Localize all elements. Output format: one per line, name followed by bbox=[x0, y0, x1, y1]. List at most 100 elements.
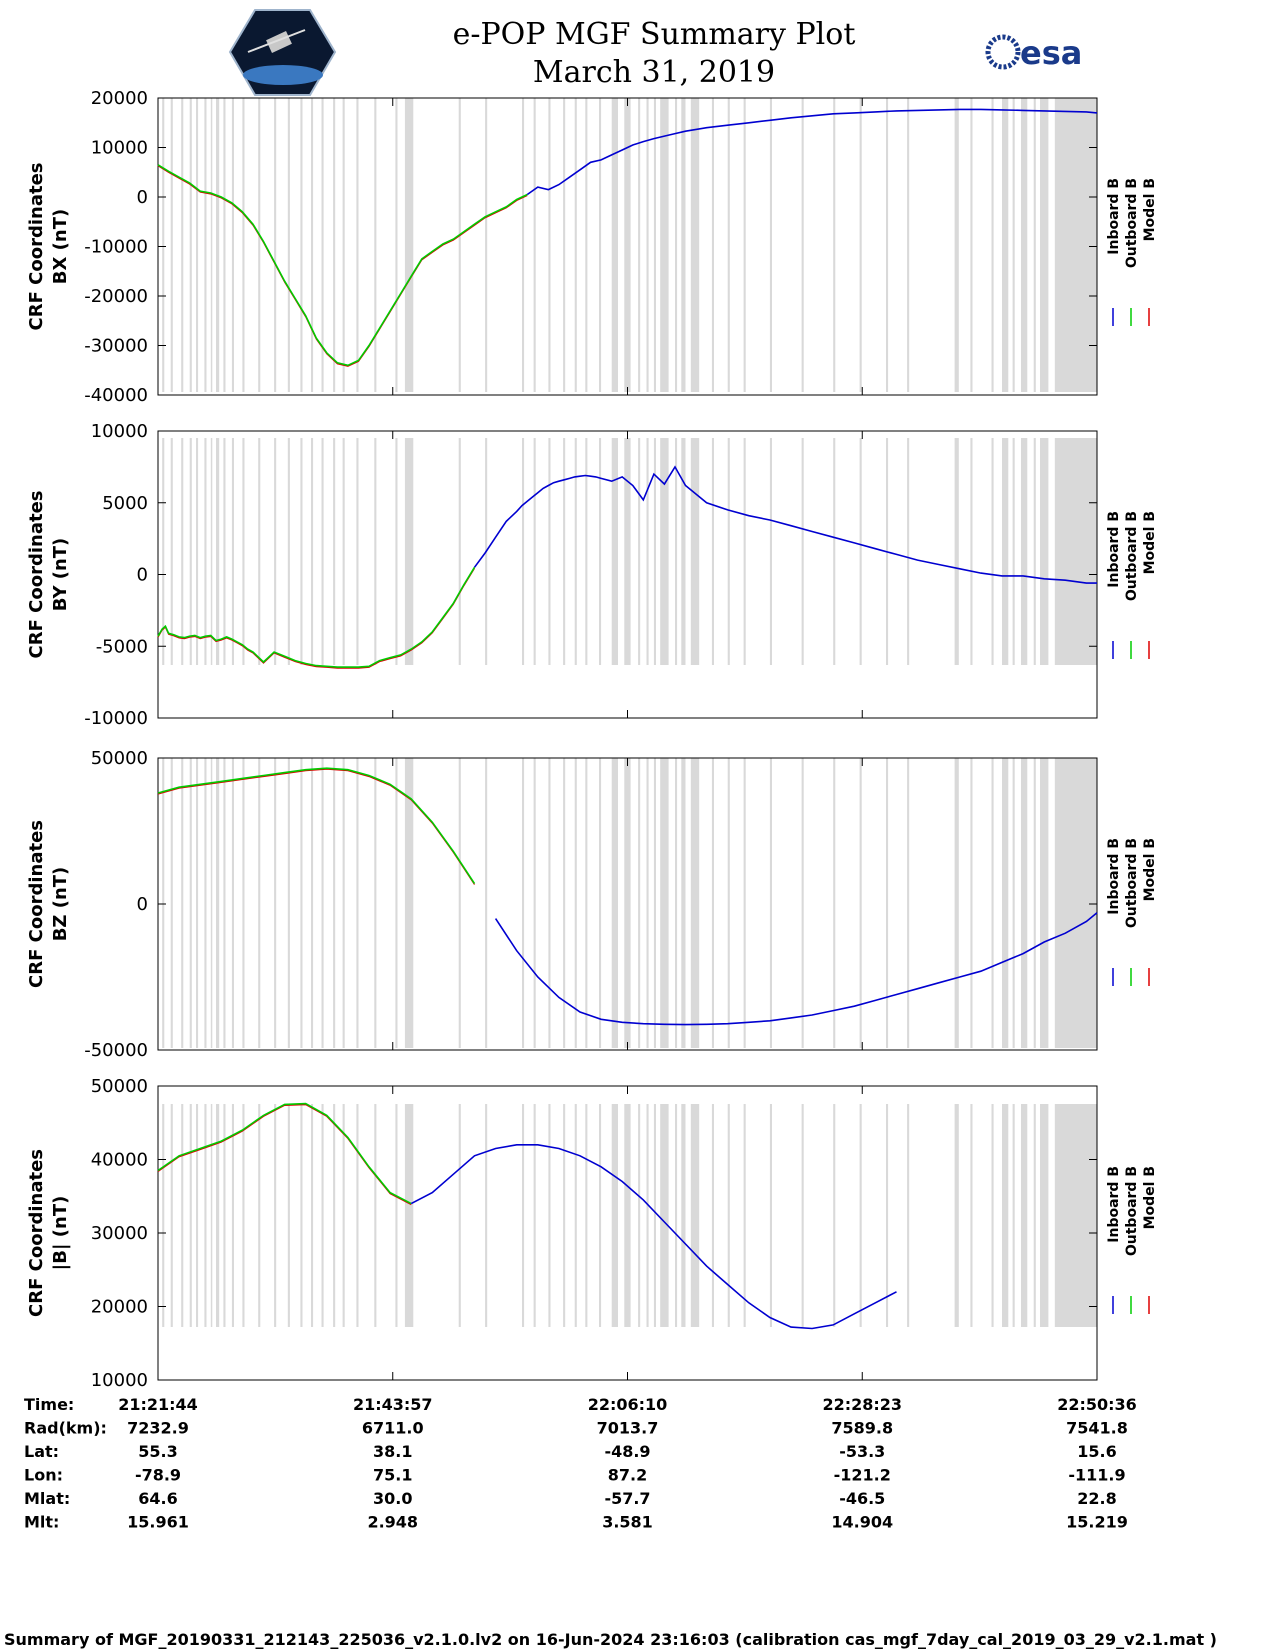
table-row: Time: 21:21:44 21:43:57 22:06:10 22:28:23 22:… bbox=[24, 1395, 1137, 1414]
gap-band bbox=[1040, 758, 1049, 1048]
legend-label-model: Model B bbox=[1142, 178, 1158, 241]
y-tick-label: 10000 bbox=[91, 1370, 148, 1391]
gap-band bbox=[287, 758, 290, 1048]
gap-band bbox=[374, 758, 377, 1048]
gap-band bbox=[533, 438, 536, 665]
gap-band bbox=[356, 758, 359, 1048]
y-tick-label: -10000 bbox=[84, 237, 148, 258]
gap-band bbox=[970, 1104, 973, 1327]
gap-band bbox=[287, 98, 290, 392]
gap-band bbox=[170, 758, 173, 1048]
gap-band bbox=[727, 438, 730, 665]
gap-band bbox=[675, 98, 678, 392]
gap-band bbox=[223, 1104, 226, 1327]
gap-band bbox=[342, 1104, 345, 1327]
table-cell: -57.7 bbox=[604, 1489, 650, 1508]
gap-band bbox=[300, 98, 303, 392]
gap-band bbox=[321, 758, 324, 1048]
gap-band bbox=[204, 758, 207, 1048]
gap-band bbox=[660, 1104, 669, 1327]
y-tick-label: 30000 bbox=[91, 1223, 148, 1244]
legend-label-model: Model B bbox=[1142, 511, 1158, 574]
y-tick-label: -30000 bbox=[84, 336, 148, 357]
gap-band bbox=[675, 758, 678, 1048]
gap-band bbox=[769, 1104, 772, 1327]
gap-band bbox=[801, 438, 804, 665]
series-inboard-b bbox=[494, 912, 1098, 1026]
gap-band bbox=[311, 1104, 314, 1327]
gap-band bbox=[189, 1104, 192, 1327]
gap-band bbox=[991, 98, 994, 392]
gap-band bbox=[690, 98, 700, 392]
table-row: Rad(km): 7232.9 6711.0 7013.7 7589.8 7541.8 bbox=[24, 1419, 1128, 1438]
gap-band bbox=[1002, 98, 1009, 392]
table-cell: 7232.9 bbox=[127, 1419, 189, 1438]
gap-band bbox=[311, 438, 314, 665]
gap-band bbox=[1002, 438, 1009, 665]
table-cell: 22:06:10 bbox=[588, 1395, 668, 1414]
gap-band bbox=[170, 438, 173, 665]
gap-band bbox=[611, 438, 618, 665]
y-tick-label: -40000 bbox=[84, 385, 148, 406]
table-cell: 15.6 bbox=[1077, 1442, 1116, 1461]
gap-band bbox=[991, 438, 994, 665]
cassiope-satellite-logo-icon bbox=[228, 9, 337, 96]
table-cell: 22:28:23 bbox=[822, 1395, 902, 1414]
gap-band bbox=[563, 1104, 566, 1327]
legend-label-model: Model B bbox=[1142, 1166, 1158, 1229]
gap-band bbox=[907, 1104, 910, 1327]
gap-band bbox=[743, 438, 746, 665]
gap-band bbox=[196, 438, 199, 665]
gap-band bbox=[204, 98, 207, 392]
data-gap-shading bbox=[162, 98, 1097, 392]
gap-band bbox=[231, 438, 234, 665]
gap-band bbox=[599, 1104, 602, 1327]
legend-label-outboard: Outboard B bbox=[1124, 1166, 1140, 1256]
table-row-label: Mlt: bbox=[24, 1513, 59, 1532]
table-cell: 15.961 bbox=[127, 1513, 189, 1532]
gap-band bbox=[907, 758, 910, 1048]
panel-4: 10000 20000 30000 40000 50000 CRF Coordinates… bbox=[26, 1076, 1158, 1391]
gap-band bbox=[1002, 1104, 1009, 1327]
gap-band bbox=[970, 758, 973, 1048]
table-row: Lon: -78.9 75.1 87.2 -121.2 -111.9 bbox=[24, 1466, 1126, 1485]
table-cell: 38.1 bbox=[373, 1442, 412, 1461]
y-tick-label: 5000 bbox=[102, 493, 148, 514]
gap-band bbox=[970, 438, 973, 665]
table-cell: 15.219 bbox=[1066, 1513, 1128, 1532]
gap-band bbox=[954, 1104, 959, 1327]
gap-band bbox=[690, 1104, 700, 1327]
gap-band bbox=[404, 1104, 414, 1327]
gap-band bbox=[242, 438, 245, 665]
gap-band bbox=[485, 1104, 488, 1327]
gap-band bbox=[210, 98, 213, 392]
gap-band bbox=[727, 98, 730, 392]
gap-band bbox=[660, 758, 669, 1048]
gap-band bbox=[638, 98, 641, 392]
gap-band bbox=[1021, 758, 1028, 1048]
gap-band bbox=[458, 438, 461, 665]
y-axis-label-line2: BY (nT) bbox=[50, 538, 71, 612]
gap-band bbox=[342, 98, 345, 392]
gap-band bbox=[548, 98, 551, 392]
gap-band bbox=[681, 98, 686, 392]
table-cell: 7589.8 bbox=[831, 1419, 893, 1438]
table-cell: -48.9 bbox=[604, 1442, 650, 1461]
gap-band bbox=[675, 438, 678, 665]
gap-band bbox=[585, 438, 588, 665]
y-axis-label-line1: CRF Coordinates bbox=[26, 491, 47, 659]
gap-band bbox=[374, 438, 377, 665]
gap-band bbox=[743, 758, 746, 1048]
gap-band bbox=[395, 98, 398, 392]
gap-band bbox=[859, 1104, 862, 1327]
gap-band bbox=[300, 1104, 303, 1327]
gap-band bbox=[574, 1104, 577, 1327]
gap-band bbox=[522, 98, 525, 392]
gap-band bbox=[356, 98, 359, 392]
y-tick-label: 20000 bbox=[91, 88, 148, 109]
table-cell: 2.948 bbox=[367, 1513, 418, 1532]
gap-band bbox=[311, 98, 314, 392]
gap-band bbox=[886, 758, 889, 1048]
table-row-label: Lon: bbox=[24, 1466, 63, 1485]
gap-band bbox=[356, 438, 359, 665]
